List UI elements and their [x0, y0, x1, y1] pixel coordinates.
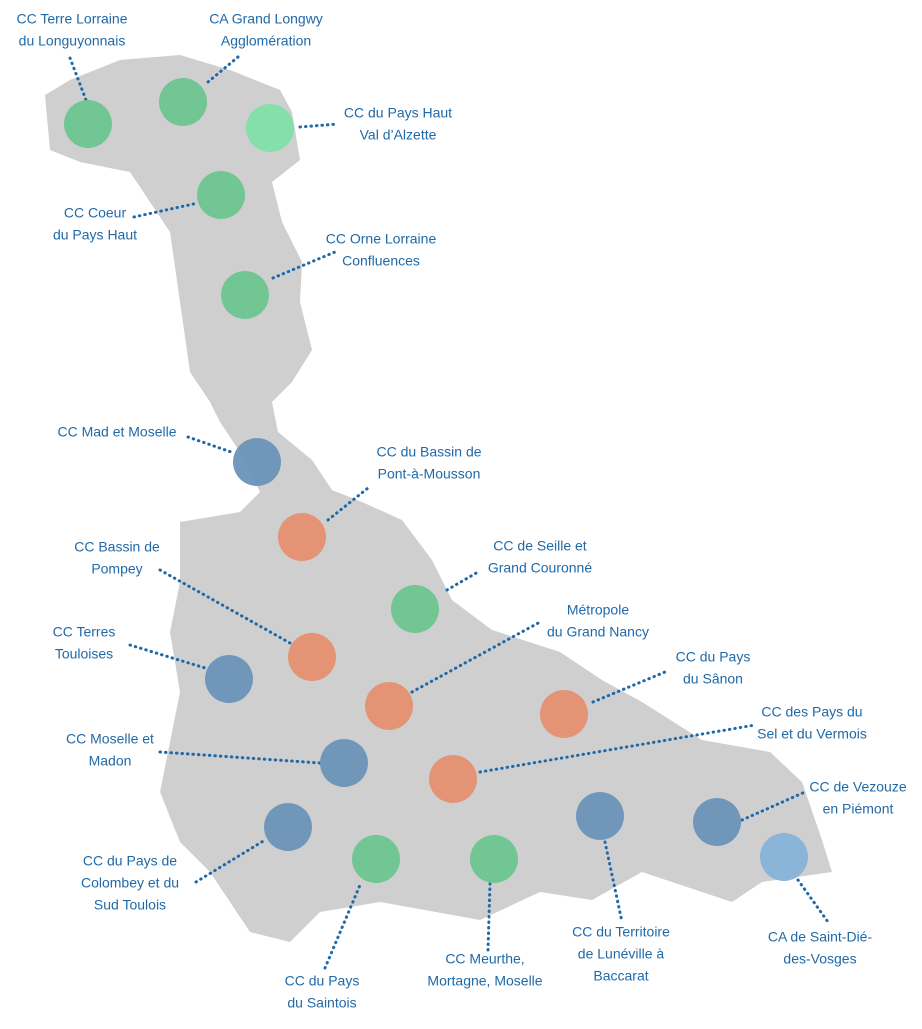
leader-line	[132, 201, 200, 219]
epci-marker	[429, 755, 477, 803]
epci-label: Baccarat	[593, 968, 648, 984]
epci-marker	[352, 835, 400, 883]
epci-marker	[159, 78, 207, 126]
epci-label: CC Meurthe,	[445, 951, 524, 967]
leader-line	[194, 838, 267, 884]
epci-label: Métropole	[567, 602, 629, 618]
epci-label: CC Coeur	[64, 205, 127, 221]
leader-line	[486, 882, 492, 952]
epci-label: Mortagne, Moselle	[427, 973, 542, 989]
leader-line	[68, 56, 88, 102]
epci-label: CC du Pays Haut	[344, 105, 452, 121]
epci-label: du Pays Haut	[53, 227, 137, 243]
epci-label: Confluences	[342, 253, 420, 269]
leader-line	[206, 55, 240, 84]
epci-marker	[320, 739, 368, 787]
leader-line	[410, 620, 542, 694]
leader-line	[740, 790, 807, 822]
epci-marker	[197, 171, 245, 219]
epci-label: Pompey	[91, 561, 142, 577]
epci-marker	[288, 633, 336, 681]
epci-label: en Piémont	[823, 801, 894, 817]
epci-label: CC du Bassin de	[376, 444, 481, 460]
epci-label: Val d’Alzette	[360, 127, 437, 143]
epci-label: CC Mad et Moselle	[57, 424, 176, 440]
epci-marker	[278, 513, 326, 561]
epci-label: CC des Pays du	[761, 704, 862, 720]
epci-marker	[391, 585, 439, 633]
epci-label: de Lunéville à	[578, 946, 665, 962]
epci-label: CC Orne Lorraine	[326, 231, 437, 247]
epci-label: CC Bassin de	[74, 539, 160, 555]
leader-line	[158, 750, 322, 765]
epci-label: du Saintois	[287, 995, 356, 1011]
leader-line	[186, 435, 236, 455]
epci-label: CC du Pays	[285, 973, 360, 989]
epci-marker	[221, 271, 269, 319]
leader-line	[796, 878, 830, 924]
epci-marker	[760, 833, 808, 881]
epci-label: Sel et du Vermois	[757, 726, 867, 742]
epci-label: CC Terre Lorraine	[16, 11, 127, 27]
epci-marker	[365, 682, 413, 730]
leader-line	[445, 570, 480, 592]
leader-line	[271, 250, 337, 280]
epci-label: du Grand Nancy	[547, 624, 649, 640]
epci-label: Colombey et du	[81, 875, 179, 891]
leader-line	[478, 723, 757, 774]
epci-label: CC de Vezouze	[809, 779, 906, 795]
epci-label: Touloises	[55, 646, 113, 662]
leader-line	[128, 643, 207, 670]
epci-label: Agglomération	[221, 33, 311, 49]
epci-marker	[246, 104, 294, 152]
epci-label: Madon	[89, 753, 132, 769]
epci-marker	[264, 803, 312, 851]
epci-marker	[205, 655, 253, 703]
leader-line	[298, 122, 340, 129]
epci-marker	[576, 792, 624, 840]
epci-label: CC du Pays de	[83, 853, 177, 869]
epci-label: CC Terres	[53, 624, 116, 640]
epci-label: CA de Saint-Dié-	[768, 929, 873, 945]
epci-label: Sud Toulois	[94, 897, 166, 913]
epci-label: CC du Pays	[676, 649, 751, 665]
epci-label: du Sânon	[683, 671, 743, 687]
epci-label: CC du Territoire	[572, 924, 670, 940]
epci-label: CC Moselle et	[66, 731, 154, 747]
epci-marker	[233, 438, 281, 486]
epci-marker	[693, 798, 741, 846]
epci-label: Pont-à-Mousson	[378, 466, 481, 482]
leader-line	[591, 670, 667, 704]
leader-line	[326, 486, 370, 522]
epci-label: du Longuyonnais	[19, 33, 126, 49]
leader-line	[323, 883, 362, 970]
epci-marker	[470, 835, 518, 883]
epci-label: des-Vosges	[783, 951, 856, 967]
epci-label: CA Grand Longwy	[209, 11, 323, 27]
epci-marker	[64, 100, 112, 148]
epci-marker	[540, 690, 588, 738]
epci-label: CC de Seille et	[493, 538, 586, 554]
epci-label: Grand Couronné	[488, 560, 593, 576]
